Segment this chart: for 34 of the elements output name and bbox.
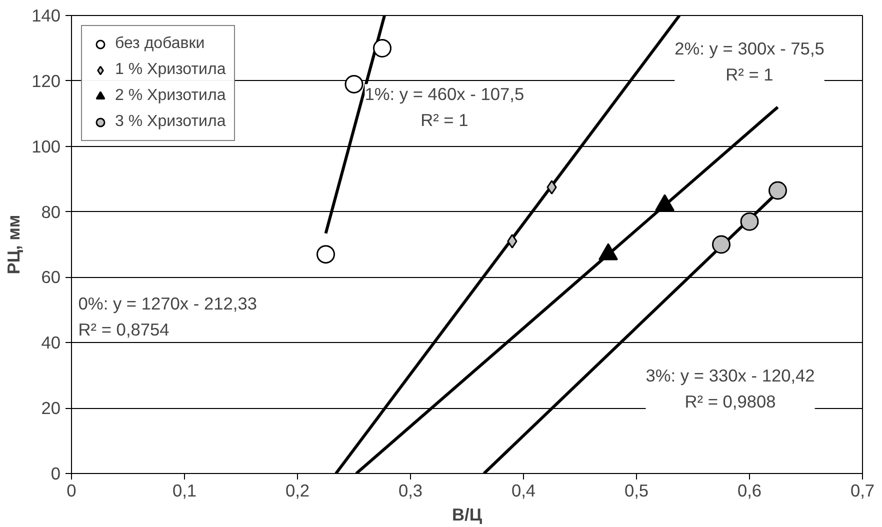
annotation: 3%: y = 330x - 120,42 R² = 0,9808	[646, 365, 815, 412]
y-tick-label: 140	[32, 6, 61, 26]
point	[373, 38, 392, 58]
x-tick-label: 0,1	[172, 480, 197, 500]
point	[316, 245, 335, 264]
point	[768, 181, 787, 200]
point	[507, 234, 518, 248]
x-tick-label: 0,7	[850, 480, 875, 500]
y-axis-title: РЦ, мм	[4, 214, 24, 274]
x-tick-label: 0,3	[398, 480, 423, 500]
annotation: 1%: y = 460x - 107,5 R² = 1	[364, 84, 524, 130]
legend-label: без добавки	[115, 35, 205, 53]
y-tick-label: 40	[41, 332, 61, 353]
point	[712, 235, 730, 254]
legend-label: 2 % Хризотила	[115, 87, 226, 105]
point	[344, 74, 364, 94]
legend-label: 3 % Хризотила	[115, 113, 226, 131]
y-tick-label: 100	[32, 136, 61, 156]
x-axis-title: В/Ц	[452, 504, 482, 524]
point	[740, 212, 759, 231]
legend-label: 1 % Хризотила	[115, 61, 226, 79]
point	[546, 180, 557, 194]
y-tick-label: 80	[41, 202, 61, 222]
x-tick-label: 0	[66, 480, 76, 500]
x-tick-label: 0,4	[511, 480, 536, 500]
annotation: 0%: y = 1270x - 212,33 R² = 0,8754	[78, 293, 257, 340]
y-tick-label: 120	[32, 70, 61, 91]
annotation: 2%: y = 300x - 75,5 R² = 1	[674, 38, 824, 84]
y-tick-label: 0	[50, 464, 61, 484]
y-tick-label: 20	[41, 398, 61, 418]
y-tick-label: 60	[41, 267, 61, 288]
x-tick-label: 0,5	[624, 480, 649, 500]
x-tick-label: 0,6	[737, 480, 762, 500]
x-tick-label: 0,2	[285, 480, 310, 500]
